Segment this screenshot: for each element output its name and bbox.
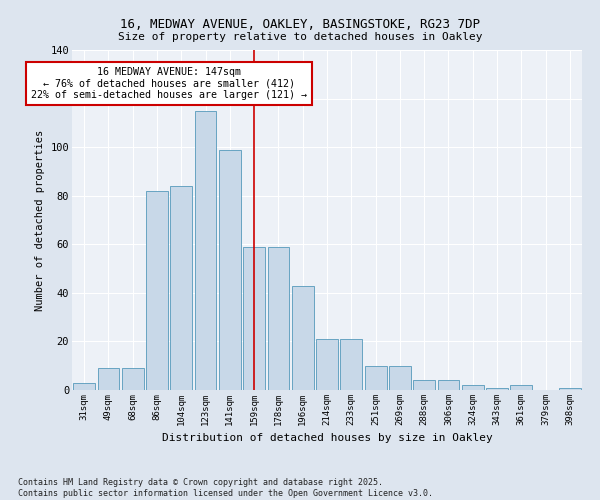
- Bar: [268, 246, 289, 390]
- Bar: [292, 286, 314, 390]
- Bar: [194, 110, 217, 390]
- Bar: [146, 191, 168, 390]
- Text: 16 MEDWAY AVENUE: 147sqm
← 76% of detached houses are smaller (412)
22% of semi-: 16 MEDWAY AVENUE: 147sqm ← 76% of detach…: [31, 67, 307, 100]
- Text: Contains HM Land Registry data © Crown copyright and database right 2025.
Contai: Contains HM Land Registry data © Crown c…: [18, 478, 433, 498]
- Bar: [219, 150, 241, 390]
- Bar: [122, 368, 143, 390]
- Bar: [486, 388, 508, 390]
- Bar: [170, 186, 192, 390]
- Bar: [97, 368, 119, 390]
- Bar: [413, 380, 435, 390]
- X-axis label: Distribution of detached houses by size in Oakley: Distribution of detached houses by size …: [161, 434, 493, 444]
- Text: Size of property relative to detached houses in Oakley: Size of property relative to detached ho…: [118, 32, 482, 42]
- Bar: [340, 339, 362, 390]
- Bar: [389, 366, 411, 390]
- Bar: [365, 366, 386, 390]
- Bar: [559, 388, 581, 390]
- Bar: [437, 380, 460, 390]
- Y-axis label: Number of detached properties: Number of detached properties: [35, 130, 45, 310]
- Bar: [316, 339, 338, 390]
- Text: 16, MEDWAY AVENUE, OAKLEY, BASINGSTOKE, RG23 7DP: 16, MEDWAY AVENUE, OAKLEY, BASINGSTOKE, …: [120, 18, 480, 30]
- Bar: [243, 246, 265, 390]
- Bar: [511, 385, 532, 390]
- Bar: [73, 382, 95, 390]
- Bar: [462, 385, 484, 390]
